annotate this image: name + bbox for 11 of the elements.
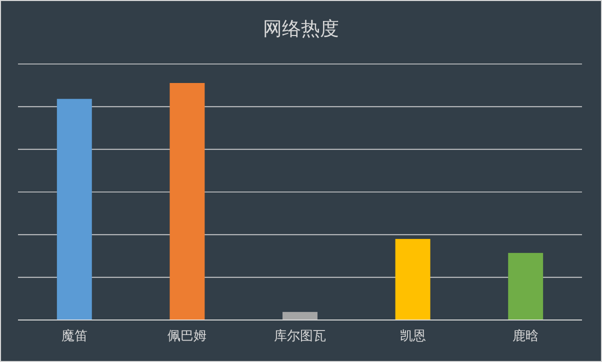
bar bbox=[282, 312, 318, 320]
chart-title: 网络热度 bbox=[263, 18, 339, 40]
x-tick-label: 库尔图瓦 bbox=[274, 329, 326, 344]
bar bbox=[508, 252, 544, 320]
bar bbox=[56, 98, 92, 320]
x-tick-label: 凯恩 bbox=[400, 329, 426, 344]
x-tick-label: 佩巴姆 bbox=[168, 329, 207, 344]
x-tick-label: 魔笛 bbox=[61, 329, 88, 344]
bar bbox=[170, 83, 205, 320]
x-tick-label: 鹿晗 bbox=[512, 329, 539, 344]
bar bbox=[395, 238, 430, 320]
